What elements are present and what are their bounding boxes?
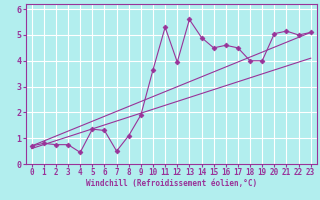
X-axis label: Windchill (Refroidissement éolien,°C): Windchill (Refroidissement éolien,°C)	[86, 179, 257, 188]
